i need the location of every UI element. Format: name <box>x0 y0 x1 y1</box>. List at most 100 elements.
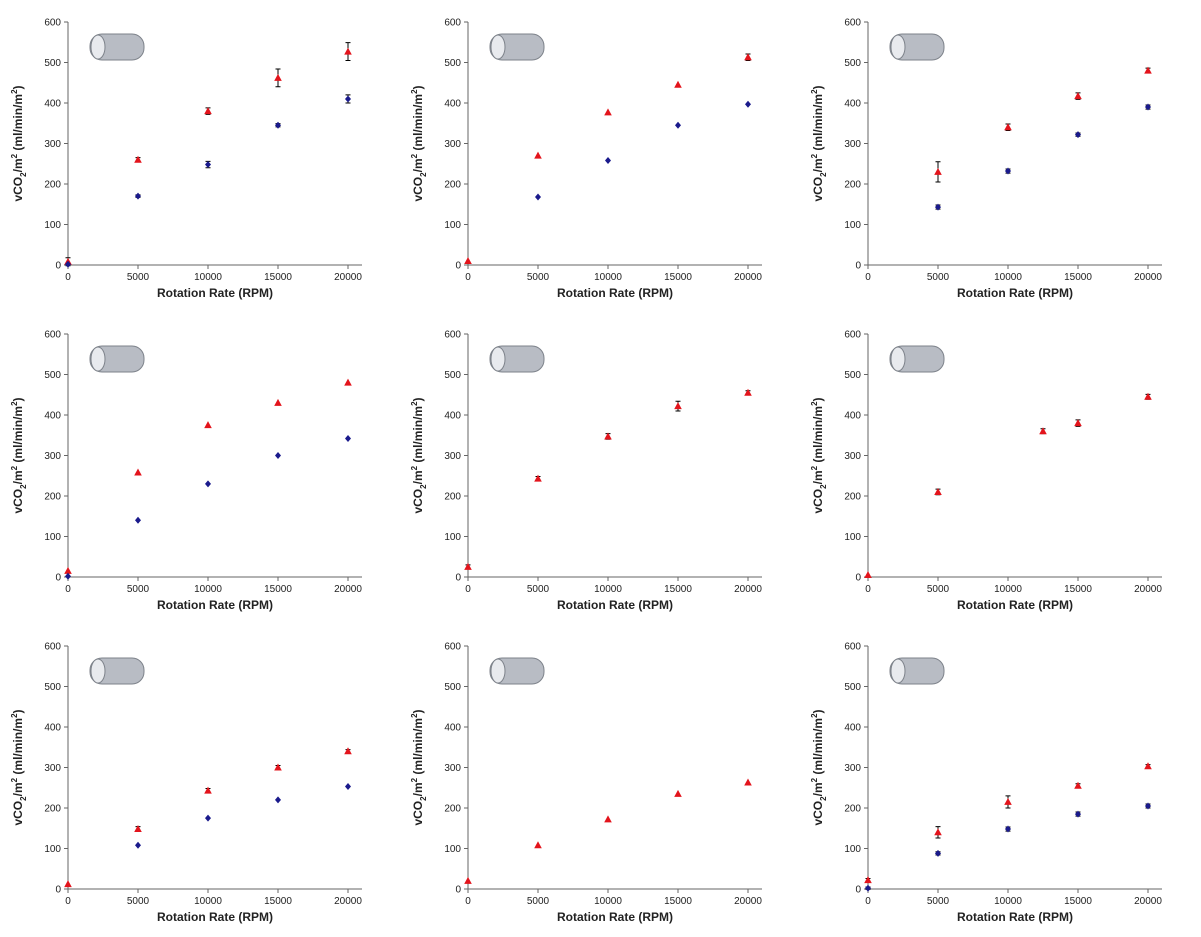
y-axis-label-part: /m <box>411 158 425 172</box>
y-tick-label: 300 <box>844 451 861 462</box>
point <box>935 849 941 857</box>
y-axis-label-part: 2 <box>19 484 28 489</box>
x-tick-label: 10000 <box>594 272 622 283</box>
point <box>204 421 212 429</box>
y-tick-label: 500 <box>44 682 61 693</box>
x-tick-label: 0 <box>465 896 471 907</box>
x-tick-label: 10000 <box>994 584 1022 595</box>
point <box>344 378 352 386</box>
point <box>1075 810 1081 818</box>
y-tick-label: 0 <box>55 573 61 584</box>
y-axis-label-part: (ml/min/m <box>811 406 825 466</box>
y-axis-label-part: 2 <box>810 465 819 470</box>
y-tick-label: 200 <box>444 492 461 503</box>
y-axis-label-part: vCO <box>411 801 425 826</box>
y-tick-label: 600 <box>44 18 61 29</box>
y-axis-label-part: /m <box>11 782 25 796</box>
point <box>935 203 941 211</box>
y-axis-label-part: ) <box>411 709 425 713</box>
x-tick-label: 0 <box>65 584 71 595</box>
x-tick-label: 20000 <box>1134 272 1162 283</box>
x-tick-label: 10000 <box>194 584 222 595</box>
icon-end <box>90 346 106 372</box>
x-tick-label: 5000 <box>527 272 550 283</box>
y-axis-label-part: ) <box>811 85 825 89</box>
point <box>135 841 141 849</box>
y-axis-label-part: 2 <box>819 796 828 801</box>
point <box>674 402 682 410</box>
point <box>934 828 942 836</box>
y-axis-label-part: 2 <box>419 484 428 489</box>
x-tick-label: 5000 <box>927 896 950 907</box>
chart-panel: 0 100 200 300 400 500 600 0 5000 10000 15000 20000 R… <box>810 330 1162 613</box>
y-tick-label: 600 <box>44 642 61 653</box>
x-tick-label: 0 <box>865 896 871 907</box>
x-tick-label: 5000 <box>127 584 150 595</box>
point <box>275 796 281 804</box>
chart-panel: 0 100 200 300 400 500 600 0 5000 10000 15000 20000 R… <box>410 18 762 301</box>
x-tick-label: 20000 <box>734 272 762 283</box>
point <box>464 256 472 264</box>
y-axis-label-part: 2 <box>810 401 819 406</box>
object-icon <box>489 33 545 61</box>
y-axis-label-part: 2 <box>410 713 419 718</box>
y-axis-label-part: ) <box>11 85 25 89</box>
x-tick-label: 15000 <box>664 272 692 283</box>
icon-end <box>90 658 106 684</box>
point <box>1004 797 1012 805</box>
y-tick-label: 100 <box>444 532 461 543</box>
y-axis-label-part: (ml/min/m <box>411 94 425 154</box>
x-tick-label: 20000 <box>334 896 362 907</box>
y-tick-label: 300 <box>44 451 61 462</box>
x-axis-label: Rotation Rate (RPM) <box>157 286 273 300</box>
y-tick-label: 400 <box>844 411 861 422</box>
y-tick-label: 100 <box>44 532 61 543</box>
y-tick-label: 100 <box>844 220 861 231</box>
y-axis-label-part: (ml/min/m <box>811 94 825 154</box>
chart-panel: 0 100 200 300 400 500 600 0 5000 10000 15000 20000 R… <box>10 18 362 301</box>
y-axis-label-part: 2 <box>10 465 19 470</box>
y-tick-label: 400 <box>444 411 461 422</box>
point <box>604 108 612 116</box>
y-axis-label-part: ) <box>11 397 25 401</box>
y-axis-label-part: vCO <box>811 489 825 514</box>
y-tick-label: 400 <box>844 723 861 734</box>
x-tick-label: 15000 <box>1064 896 1092 907</box>
y-axis-label-part: 2 <box>810 89 819 94</box>
y-axis-label-part: 2 <box>810 777 819 782</box>
y-tick-label: 200 <box>444 180 461 191</box>
point <box>204 107 212 115</box>
point <box>134 155 142 163</box>
y-axis-label: vCO2/m2 (ml/min/m2) <box>410 709 428 825</box>
y-tick-label: 600 <box>444 642 461 653</box>
point <box>934 487 942 495</box>
x-tick-label: 5000 <box>527 584 550 595</box>
y-axis-label: vCO2/m2 (ml/min/m2) <box>410 397 428 513</box>
point <box>745 100 751 108</box>
point <box>1039 427 1047 435</box>
y-tick-label: 100 <box>44 220 61 231</box>
y-axis-label-part: (ml/min/m <box>411 406 425 466</box>
object-icon <box>489 345 545 373</box>
y-axis-label-part: (ml/min/m <box>11 94 25 154</box>
y-tick-label: 400 <box>444 99 461 110</box>
y-axis-label-part: 2 <box>19 796 28 801</box>
y-axis-label-part: 2 <box>410 89 419 94</box>
x-tick-label: 15000 <box>664 584 692 595</box>
object-icon <box>889 657 945 685</box>
point <box>1005 825 1011 833</box>
y-axis-label-part: vCO <box>811 801 825 826</box>
y-tick-label: 500 <box>44 58 61 69</box>
x-axis-label: Rotation Rate (RPM) <box>557 286 673 300</box>
point <box>864 570 872 578</box>
y-axis-label-part: ) <box>411 85 425 89</box>
point <box>345 434 351 442</box>
point <box>1074 92 1082 100</box>
y-tick-label: 0 <box>855 261 861 272</box>
object-icon <box>489 657 545 685</box>
y-axis-label-part: (ml/min/m <box>11 406 25 466</box>
point <box>1075 131 1081 139</box>
object-icon <box>889 33 945 61</box>
y-tick-label: 600 <box>444 330 461 341</box>
